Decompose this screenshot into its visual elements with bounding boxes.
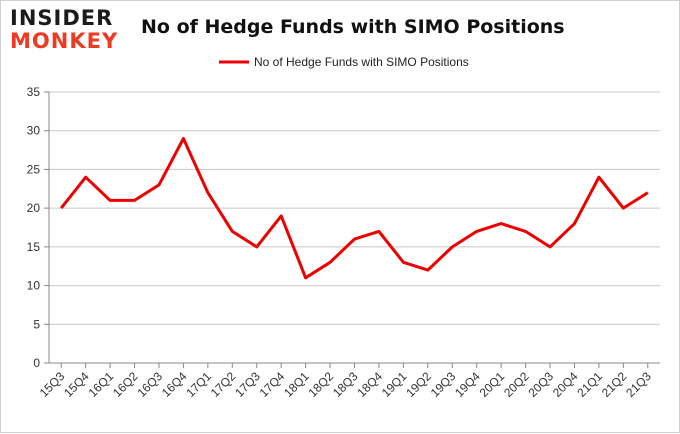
x-tick-label: 21Q1 <box>574 369 605 400</box>
logo-text-bottom: MONKEY <box>10 29 119 53</box>
y-tick-label: 5 <box>33 317 40 331</box>
x-tick-label: 21Q2 <box>599 369 630 400</box>
chart-title: No of Hedge Funds with SIMO Positions <box>141 16 565 38</box>
series-lines <box>60 137 649 280</box>
x-tick-label: 19Q2 <box>403 369 434 400</box>
x-tick-label: 17Q2 <box>208 369 239 400</box>
x-tick-label: 20Q2 <box>501 369 532 400</box>
y-tick-label: 0 <box>33 356 40 370</box>
x-tick-label: 17Q1 <box>183 369 214 400</box>
gridlines <box>49 91 660 325</box>
x-tick-label: 15Q4 <box>61 369 92 400</box>
x-tick-label: 20Q4 <box>550 369 581 400</box>
legend-label: No of Hedge Funds with SIMO Positions <box>254 55 469 69</box>
logo-text-top: INSIDER <box>10 6 114 30</box>
x-tick-label: 17Q3 <box>232 369 263 400</box>
y-tick-label: 30 <box>27 124 41 138</box>
y-tick-label: 20 <box>27 201 41 215</box>
y-tick-label: 15 <box>27 240 41 254</box>
x-tick-label: 19Q4 <box>452 369 483 400</box>
x-tick-label: 16Q3 <box>134 369 165 400</box>
y-tick-label: 25 <box>27 162 41 176</box>
series-line <box>60 137 649 280</box>
x-tick-label: 17Q4 <box>257 369 288 400</box>
y-tick-label: 35 <box>27 85 41 99</box>
x-tick-label: 19Q1 <box>379 369 410 400</box>
x-tick-label: 18Q2 <box>306 369 337 400</box>
x-tick-label: 20Q1 <box>477 369 508 400</box>
x-tick-label: 16Q1 <box>86 369 117 400</box>
legend: No of Hedge Funds with SIMO Positions <box>219 55 469 69</box>
axes <box>44 91 660 368</box>
x-tick-label: 21Q3 <box>623 369 654 400</box>
insider-monkey-logo: INSIDER MONKEY <box>10 7 128 57</box>
x-tick-label: 18Q3 <box>330 369 361 400</box>
x-tick-label: 16Q4 <box>159 369 190 400</box>
x-tick-label: 15Q3 <box>37 369 68 400</box>
x-tick-label: 18Q4 <box>354 369 385 400</box>
y-tick-labels: 0 5 10 15 20 25 30 35 <box>27 85 41 370</box>
x-tick-label: 18Q1 <box>281 369 312 400</box>
x-tick-label: 19Q3 <box>428 369 459 400</box>
x-tick-labels: 15Q315Q416Q116Q216Q316Q417Q117Q217Q317Q4… <box>37 369 654 400</box>
y-tick-label: 10 <box>27 279 41 293</box>
x-tick-label: 20Q3 <box>525 369 556 400</box>
x-tick-label: 16Q2 <box>110 369 141 400</box>
